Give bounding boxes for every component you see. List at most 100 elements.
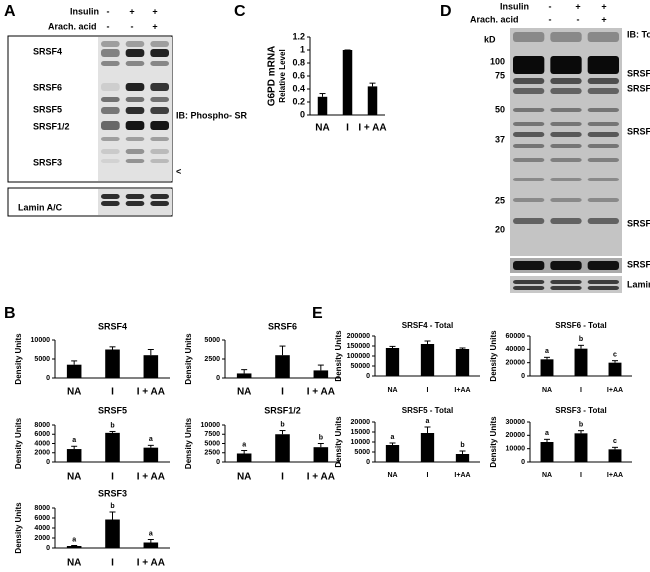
x-tick-label: I+AA	[607, 387, 623, 394]
y-tick-label: 0	[366, 459, 370, 466]
bar	[143, 542, 159, 548]
blot-band	[550, 178, 582, 181]
significance-letter: a	[242, 441, 246, 448]
blot-band	[587, 132, 619, 137]
marker-label: 100	[490, 56, 505, 66]
x-tick-label: I	[111, 387, 114, 398]
y-tick-label: 0.6	[292, 70, 305, 80]
panel-label: E	[312, 305, 323, 322]
y-tick-label: 0	[300, 109, 305, 119]
y-tick-label: 8000	[34, 505, 50, 512]
blot-band	[125, 97, 145, 102]
bar	[455, 349, 470, 376]
y-tick-label: 0	[46, 459, 50, 466]
blot-band	[101, 97, 120, 102]
blot-band	[125, 201, 145, 206]
blot-band	[101, 194, 120, 199]
bar	[342, 50, 353, 115]
y-tick-label: 60000	[506, 333, 526, 340]
treatment-sign: -	[107, 21, 110, 31]
bar	[385, 348, 400, 376]
marker-label: 25	[495, 195, 505, 205]
y-tick-label: 1	[300, 44, 305, 54]
blot-band	[550, 261, 582, 270]
y-axis-label: Density Units	[334, 416, 343, 468]
y-axis-label: Relative Level	[278, 49, 287, 102]
bar	[66, 364, 82, 378]
y-tick-label: 0	[46, 375, 50, 382]
blot-band	[550, 286, 582, 290]
y-tick-label: 0.8	[292, 57, 305, 67]
y-tick-label: 2000	[34, 450, 50, 457]
blot-band	[587, 88, 619, 94]
chart-title: SRSF3 - Total	[555, 406, 606, 415]
x-tick-label: NA	[237, 472, 251, 483]
marker-label: 75	[495, 70, 505, 80]
y-tick-label: 0.2	[292, 96, 305, 106]
x-tick-label: I + AA	[307, 387, 335, 398]
blot-band	[125, 194, 145, 199]
panel-label: C	[234, 3, 246, 20]
y-axis-label: Density Units	[184, 333, 193, 385]
y-tick-label: 5000	[34, 356, 50, 363]
bar	[66, 546, 82, 548]
y-tick-label: 2000	[34, 535, 50, 542]
bar	[105, 349, 120, 378]
band-label: SRSF4	[33, 46, 62, 56]
y-tick-label: 4000	[34, 525, 50, 532]
bar	[540, 359, 554, 376]
blot-band	[550, 108, 582, 112]
blot-band	[150, 61, 169, 66]
band-label: Lamin A/C	[18, 202, 63, 212]
y-tick-label: 5000	[204, 337, 220, 344]
x-tick-label: NA	[67, 558, 81, 569]
y-tick-label: 10000	[31, 337, 51, 344]
x-tick-label: I + AA	[358, 123, 386, 134]
x-tick-label: I + AA	[307, 472, 335, 483]
x-tick-label: NA	[67, 387, 81, 398]
significance-letter: b	[460, 442, 464, 449]
blot-band	[150, 97, 169, 102]
blot-band	[150, 107, 169, 114]
blot-band	[513, 78, 545, 84]
y-tick-label: 0	[216, 459, 220, 466]
blot-band	[513, 56, 545, 74]
y-axis-label: Density Units	[489, 330, 498, 382]
blot-band	[513, 108, 545, 112]
blot-band	[125, 41, 145, 47]
bar	[275, 434, 290, 462]
blot-band	[125, 149, 145, 154]
x-tick-label: I	[427, 472, 429, 479]
y-tick-label: 5000	[204, 440, 220, 447]
blot-band	[587, 261, 619, 270]
blot-band	[101, 49, 120, 57]
x-tick-label: I	[281, 387, 284, 398]
blot-band	[587, 178, 619, 181]
blot-band	[125, 121, 145, 130]
blot-band	[150, 83, 169, 91]
y-axis-label: Density Units	[14, 502, 23, 554]
y-tick-label: 8000	[34, 422, 50, 429]
blot-band	[150, 201, 169, 206]
treatment-sign: +	[601, 1, 606, 11]
blot-band	[150, 159, 169, 163]
y-tick-label: 0.4	[292, 83, 305, 93]
x-tick-label: NA	[237, 387, 251, 398]
bar	[574, 348, 588, 376]
blot-band	[125, 61, 145, 66]
blot-band	[150, 137, 169, 141]
panel-label: D	[440, 3, 452, 20]
y-tick-label: 0	[216, 375, 220, 382]
treatment-sign: -	[549, 1, 552, 11]
y-tick-label: 0	[521, 459, 525, 466]
blot-band	[550, 158, 582, 162]
significance-letter: a	[391, 434, 395, 441]
bar	[420, 344, 435, 376]
y-tick-label: 7500	[204, 431, 220, 438]
blot-band	[150, 49, 169, 57]
band-label: SRSF6	[627, 83, 650, 93]
y-tick-label: 0	[46, 545, 50, 552]
blot-band	[550, 122, 582, 126]
bar	[236, 453, 252, 462]
significance-letter: a	[426, 418, 430, 425]
